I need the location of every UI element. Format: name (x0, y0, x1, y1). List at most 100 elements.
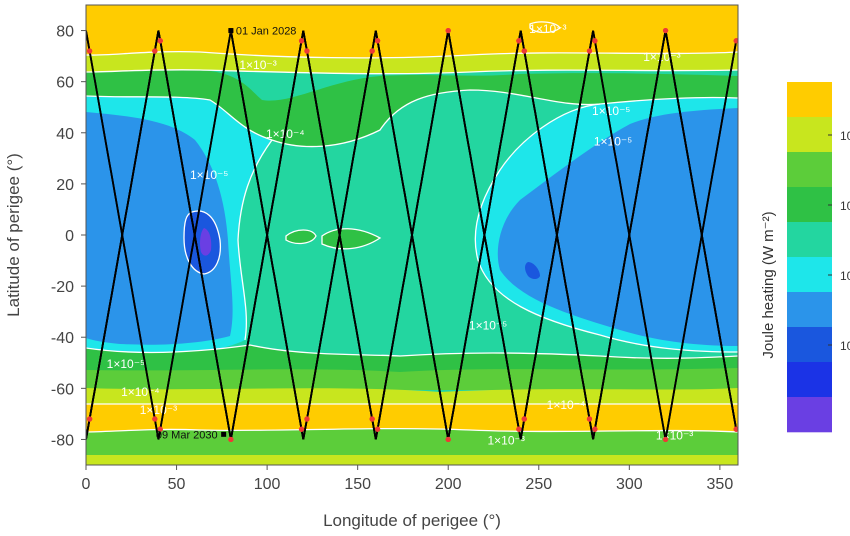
y-tick-label: 80 (56, 24, 74, 41)
contour-line (86, 344, 738, 359)
orbit-track-point (87, 48, 93, 54)
contour-line (321, 228, 382, 250)
orbit-track-point (586, 416, 593, 422)
y-tick-label: 40 (56, 126, 74, 143)
orbit-track-point (228, 436, 234, 443)
orbit-track-line (86, 30, 594, 440)
colorbar-swatch (787, 187, 832, 223)
contour-region-top-yellow (86, 5, 738, 58)
orbit-track-point (374, 38, 381, 44)
orbit-track-point (369, 416, 375, 422)
date-annotation: 09 Mar 2030 (156, 429, 218, 441)
orbit-track-point (516, 426, 522, 432)
colorbar-tick-label: 10⁻⁵ (840, 269, 850, 283)
x-tick-label: 350 (707, 476, 734, 493)
orbit-track-point (374, 426, 381, 432)
contour-region-top-lime (86, 51, 738, 74)
y-tick-label: 20 (56, 177, 74, 194)
colorbar-swatch (787, 117, 832, 153)
colorbar-swatch (787, 257, 832, 293)
orbit-track-point (87, 416, 93, 422)
orbit-track-point (521, 416, 527, 422)
contour-label: 1×10⁻⁴ (121, 385, 160, 399)
colorbar-swatch (787, 327, 832, 363)
contour-line (285, 229, 317, 245)
contour-label: 1×10⁻⁵ (190, 168, 228, 182)
y-axis: 80 60 40 20 0 -20 -40 -60 -80 (51, 24, 86, 449)
orbit-track-point (445, 436, 451, 443)
colorbar-label: Joule heating (W m⁻²) (760, 211, 777, 358)
orbit-track-point (516, 38, 522, 44)
x-tick-label: 300 (616, 476, 643, 493)
y-tick-label: 60 (56, 75, 74, 92)
y-tick-label: 0 (65, 228, 74, 245)
x-tick-label: 200 (435, 476, 462, 493)
orbit-track-point (592, 38, 598, 44)
orbit-track-point (733, 426, 738, 432)
x-axis-label: Longitude of perigee (°) (323, 511, 501, 530)
y-tick-label: -20 (51, 279, 74, 296)
contour-label: 1×10⁻⁵ (469, 319, 507, 333)
date-marker (221, 431, 227, 437)
x-tick-label: 50 (168, 476, 186, 493)
colorbar-swatch (787, 397, 832, 433)
x-tick-label: 0 (82, 476, 91, 493)
y-axis-label: Latitude of perigee (°) (4, 153, 23, 317)
contour-line (86, 69, 738, 75)
contour-label: 1×10⁻⁴ (547, 398, 586, 412)
x-tick-label: 150 (344, 476, 371, 493)
colorbar-swatch (787, 362, 832, 398)
orbit-track-point (152, 416, 158, 422)
colorbar-swatch (787, 222, 832, 258)
joule-heating-field (86, 5, 738, 465)
orbit-track-point (157, 426, 163, 432)
annotation-layer: 01 Jan 2028 09 Mar 2030 (156, 26, 297, 442)
colorbar-tick-label: 10⁻⁴ (840, 199, 850, 213)
contour-label: 1×10⁻⁵ (107, 357, 145, 371)
orbit-track-point (662, 27, 669, 34)
x-tick-label: 250 (525, 476, 552, 493)
orbit-track-point (304, 416, 310, 422)
contour-line (183, 210, 222, 275)
orbit-track-point (369, 48, 375, 54)
colorbar-tick-label: 10⁻⁶ (840, 339, 850, 353)
orbit-track-point (592, 426, 598, 432)
y-tick-label: -80 (51, 432, 74, 449)
x-axis: 0 50 100 150 200 250 300 350 (82, 465, 734, 493)
contour-line (529, 21, 561, 34)
contour-region-left-blue (86, 112, 233, 345)
contour-label: 1×10⁻³ (529, 22, 566, 36)
colorbar-swatch (787, 292, 832, 328)
contour-region-mid-green-right (322, 228, 380, 249)
contour-region-mid-green-left (286, 230, 316, 244)
contour-line (86, 89, 738, 148)
orbit-track-point (733, 38, 738, 44)
colorbar-swatch (787, 152, 832, 188)
contour-label: 1×10⁻³ (487, 434, 524, 448)
orbit-track-point (445, 27, 451, 34)
contour-region-right-deep (525, 262, 540, 279)
orbit-track-point (304, 48, 310, 54)
y-tick-label: -60 (51, 381, 74, 398)
x-tick-label: 100 (254, 476, 281, 493)
contour-label: 1×10⁻⁵ (592, 104, 630, 118)
date-annotation: 01 Jan 2028 (236, 26, 297, 38)
contour-region-right-blue (497, 108, 738, 346)
colorbar: 10⁻³ 10⁻⁴ 10⁻⁵ 10⁻⁶ (787, 82, 850, 433)
contour-region-left-violet (200, 228, 212, 256)
orbit-track-point (157, 38, 163, 44)
contour-label: 1×10⁻³ (140, 403, 177, 417)
y-tick-label: -40 (51, 330, 74, 347)
orbit-track-point (152, 48, 158, 54)
contour-region-top-green (86, 69, 738, 147)
orbit-track-point (298, 426, 305, 432)
orbit-track-point (521, 48, 527, 54)
colorbar-tick-label: 10⁻³ (840, 129, 850, 143)
contour-label: 1×10⁻³ (239, 58, 276, 72)
contour-region-bottom-yellow (86, 404, 738, 432)
colorbar-swatch (787, 82, 832, 118)
plot-area: 1×10⁻³ 1×10⁻³ 1×10⁻³ 1×10⁻⁴ 1×10⁻⁵ 1×10⁻⁵ 1×10… (86, 5, 738, 465)
contour-label: 1×10⁻³ (656, 428, 693, 442)
